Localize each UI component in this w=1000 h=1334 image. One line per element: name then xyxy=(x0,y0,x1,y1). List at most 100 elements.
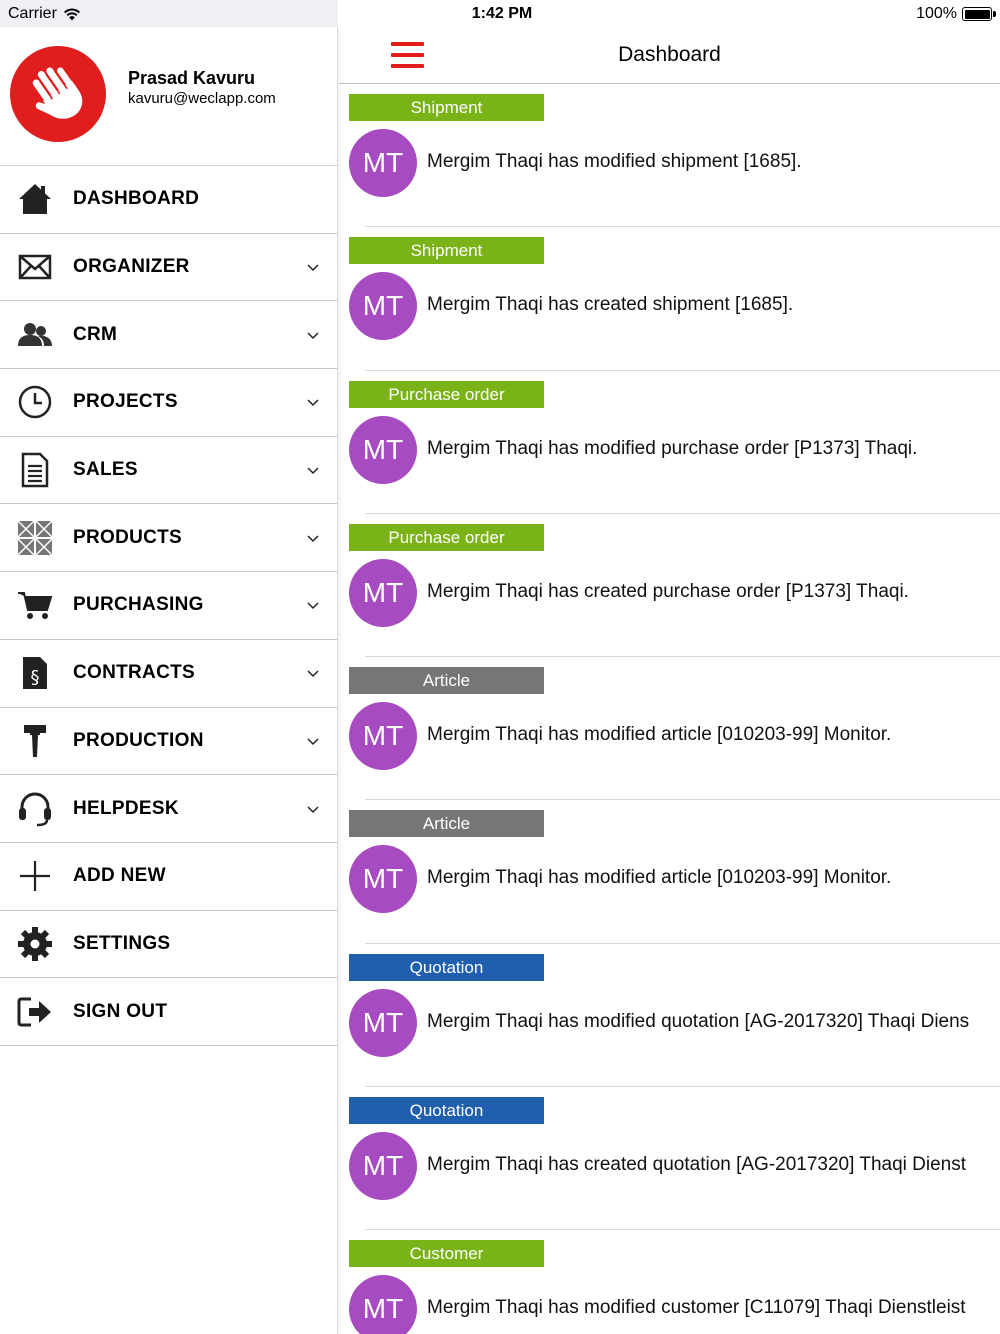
profile-email: kavuru@weclapp.com xyxy=(128,90,276,107)
svg-text:§: § xyxy=(31,667,40,688)
feed-divider xyxy=(365,1229,1000,1231)
status-time: 1:42 PM xyxy=(471,5,533,22)
sidebar-item-sign-out[interactable]: SIGN OUT xyxy=(0,978,337,1046)
activity-feed: Shipment MT Mergim Thaqi has modified sh… xyxy=(339,84,1000,1334)
avatar: MT xyxy=(349,129,417,197)
feed-tag: Quotation xyxy=(349,1097,544,1125)
feed-text: Mergim Thaqi has modified article [01020… xyxy=(427,724,892,746)
sidebar-item-production[interactable]: PRODUCTION xyxy=(0,708,337,776)
sidebar-item-helpdesk[interactable]: HELPDESK xyxy=(0,775,337,843)
page-title: Dashboard xyxy=(618,43,721,66)
feed-divider xyxy=(365,656,1000,658)
sidebar-item-projects[interactable]: PROJECTS xyxy=(0,369,337,437)
feed-item[interactable]: Article MT Mergim Thaqi has modified art… xyxy=(339,657,1000,801)
main-panel: Dashboard Shipment MT Mergim Thaqi has m… xyxy=(339,27,1000,1334)
feed-tag: Purchase order xyxy=(349,380,544,408)
sidebar: Prasad Kavuru kavuru@weclapp.com DASHBOA… xyxy=(0,27,338,1334)
feed-tag: Quotation xyxy=(349,953,544,981)
hammer-icon xyxy=(17,723,53,759)
feed-item[interactable]: Shipment MT Mergim Thaqi has created shi… xyxy=(339,227,1000,371)
avatar: MT xyxy=(349,988,417,1057)
sidebar-item-label: PRODUCTION xyxy=(73,729,204,751)
feed-text: Mergim Thaqi has modified customer [C110… xyxy=(427,1297,966,1319)
feed-tag: Purchase order xyxy=(349,523,544,551)
feed-text: Mergim Thaqi has created shipment [1685]… xyxy=(427,294,794,316)
feed-text: Mergim Thaqi has modified shipment [1685… xyxy=(427,151,802,172)
hamburger-menu-icon[interactable] xyxy=(391,42,424,68)
home-icon xyxy=(17,181,53,217)
feed-item[interactable]: Quotation MT Mergim Thaqi has modified q… xyxy=(339,944,1000,1088)
sidebar-item-contracts[interactable]: § CONTRACTS xyxy=(0,640,337,708)
sidebar-item-dashboard[interactable]: DASHBOARD xyxy=(0,166,337,234)
sidebar-item-label: PRODUCTS xyxy=(73,526,183,548)
feed-divider xyxy=(365,799,1000,801)
sidebar-item-label: SETTINGS xyxy=(73,932,171,954)
profile-header[interactable]: Prasad Kavuru kavuru@weclapp.com xyxy=(0,27,337,166)
sidebar-item-add-new[interactable]: ADD NEW xyxy=(0,843,337,911)
status-bar: Carrier 1:42 PM 100% xyxy=(0,0,1000,27)
sidebar-item-products[interactable]: PRODUCTS xyxy=(0,504,337,573)
avatar: MT xyxy=(349,1132,417,1201)
feed-item[interactable]: Customer MT Mergim Thaqi has modified cu… xyxy=(339,1230,1000,1334)
feed-divider xyxy=(365,369,1000,371)
avatar: MT xyxy=(349,702,417,771)
sidebar-item-label: SIGN OUT xyxy=(73,1000,168,1022)
sidebar-item-label: CONTRACTS xyxy=(73,662,195,684)
sidebar-item-organizer[interactable]: ORGANIZER xyxy=(0,234,337,302)
chevron-down-icon xyxy=(307,806,319,813)
feed-text: Mergim Thaqi has created quotation [AG-2… xyxy=(427,1154,967,1176)
feed-item[interactable]: Purchase order MT Mergim Thaqi has creat… xyxy=(339,514,1000,658)
sidebar-item-label: PROJECTS xyxy=(73,391,178,413)
avatar: MT xyxy=(349,558,417,627)
feed-tag: Shipment xyxy=(349,94,544,121)
carrier-group: Carrier xyxy=(8,5,81,23)
feed-tag: Article xyxy=(349,667,544,695)
contract-icon: § xyxy=(17,655,53,691)
sidebar-item-label: DASHBOARD xyxy=(73,188,200,210)
feed-text: Mergim Thaqi has modified article [01020… xyxy=(427,867,892,889)
avatar: MT xyxy=(349,272,417,341)
battery-group: 100% xyxy=(916,5,996,23)
chevron-down-icon xyxy=(307,399,319,407)
feed-divider xyxy=(365,512,1000,514)
chevron-down-icon xyxy=(307,602,319,610)
feed-item[interactable]: Shipment MT Mergim Thaqi has modified sh… xyxy=(339,84,1000,228)
sidebar-item-label: ORGANIZER xyxy=(73,256,190,278)
sign-out-icon xyxy=(17,994,53,1030)
sidebar-item-label: PURCHASING xyxy=(73,594,204,616)
chevron-down-icon xyxy=(307,467,319,475)
chevron-down-icon xyxy=(307,264,319,272)
battery-percent: 100% xyxy=(916,5,957,22)
sidebar-item-label: SALES xyxy=(73,459,138,481)
plus-icon xyxy=(17,858,53,894)
feed-divider xyxy=(365,226,1000,228)
navigation-bar: Dashboard xyxy=(339,27,1000,84)
sidebar-item-label: CRM xyxy=(73,323,118,345)
chevron-down-icon xyxy=(307,738,319,745)
sidebar-item-label: ADD NEW xyxy=(73,865,166,887)
chevron-down-icon xyxy=(307,670,319,678)
wifi-icon xyxy=(63,8,80,20)
avatar: MT xyxy=(349,845,417,914)
carrier-label: Carrier xyxy=(8,5,57,22)
feed-divider xyxy=(365,942,1000,944)
hand-logo-icon xyxy=(10,46,106,142)
feed-divider xyxy=(365,1086,1000,1088)
battery-icon xyxy=(962,7,996,21)
sidebar-item-sales[interactable]: SALES xyxy=(0,437,337,505)
feed-tag: Article xyxy=(349,810,544,838)
feed-tag: Customer xyxy=(349,1240,544,1268)
feed-item[interactable]: Quotation MT Mergim Thaqi has created qu… xyxy=(339,1087,1000,1231)
headset-icon xyxy=(17,791,53,827)
gear-icon xyxy=(17,926,53,962)
feed-tag: Shipment xyxy=(349,237,544,265)
sidebar-item-settings[interactable]: SETTINGS xyxy=(0,911,337,979)
feed-item[interactable]: Purchase order MT Mergim Thaqi has modif… xyxy=(339,371,1000,514)
feed-text: Mergim Thaqi has modified purchase order… xyxy=(427,437,918,459)
clock-icon xyxy=(17,384,53,420)
envelope-icon xyxy=(17,249,53,285)
users-icon xyxy=(17,317,53,353)
feed-item[interactable]: Article MT Mergim Thaqi has modified art… xyxy=(339,800,1000,944)
sidebar-item-crm[interactable]: CRM xyxy=(0,301,337,370)
sidebar-item-purchasing[interactable]: PURCHASING xyxy=(0,572,337,640)
